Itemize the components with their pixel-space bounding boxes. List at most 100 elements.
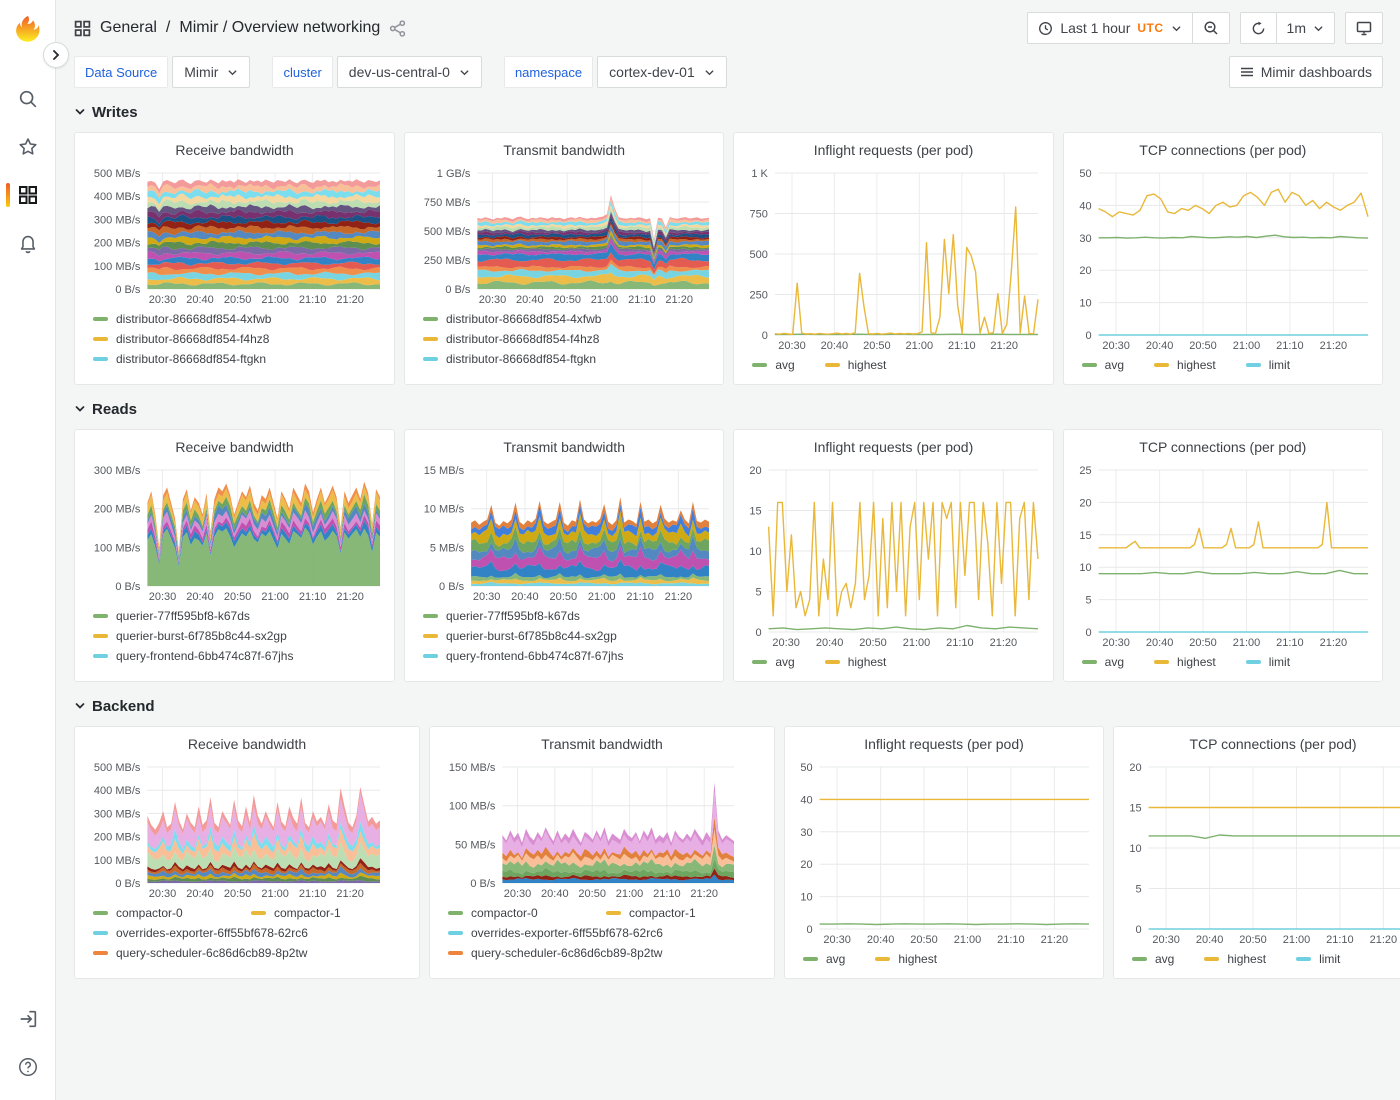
legend-item[interactable]: distributor-86668df854-f4hz8 [423,332,599,346]
expand-sidebar-button[interactable] [43,42,69,68]
legend-row: overrides-exporter-6ff55bf678-62rc6 [93,923,409,943]
legend-item[interactable]: limit [1246,655,1290,669]
sidebar-item-help[interactable] [0,1052,56,1082]
sidebar-item-sign-in[interactable] [0,1004,56,1034]
kiosk-mode-button[interactable] [1345,12,1383,44]
time-series-chart[interactable]: 20:3020:4020:5021:0021:1021:200 B/s5 MB/… [413,461,715,603]
legend-row: compactor-0 compactor-1 [93,903,409,923]
row-header-reads[interactable]: Reads [74,398,1383,420]
legend-item[interactable]: highest [1204,952,1266,966]
legend-item[interactable]: highest [825,655,887,669]
variable-value-cluster[interactable]: dev-us-central-0 [337,56,482,88]
legend-item[interactable]: query-scheduler-6c86d6cb89-8p2tw [93,946,307,960]
panel-title[interactable]: Receive bandwidth [83,139,386,164]
time-series-chart[interactable]: 20:3020:4020:5021:0021:1021:2005101520 [742,461,1044,649]
sidebar-item-dashboards[interactable] [0,180,56,210]
variable-label-datasource[interactable]: Data Source [74,56,168,88]
mimir-dashboards-button[interactable]: Mimir dashboards [1229,56,1383,88]
legend-item[interactable]: avg [1082,655,1124,669]
panel-title[interactable]: TCP connections (per pod) [1122,733,1400,758]
panel-backend-tcp-connections: TCP connections (per pod) 20:3020:4020:5… [1113,726,1400,979]
legend-label: limit [1269,655,1290,669]
legend-swatch [1132,957,1147,961]
svg-text:20:50: 20:50 [860,637,888,649]
legend-item[interactable]: distributor-86668df854-4xfwb [93,312,271,326]
svg-text:21:10: 21:10 [948,340,976,352]
time-series-chart[interactable]: 20:3020:4020:5021:0021:1021:200102030405… [793,758,1095,946]
svg-text:10: 10 [1079,298,1091,310]
legend-item[interactable]: highest [1154,655,1216,669]
legend-item[interactable]: avg [1132,952,1174,966]
time-range-picker[interactable]: Last 1 hour UTC [1027,12,1192,44]
panel-title[interactable]: TCP connections (per pod) [1072,436,1374,461]
panel-title[interactable]: Transmit bandwidth [413,436,715,461]
zoom-out-button[interactable] [1192,12,1230,44]
variable-label-cluster[interactable]: cluster [272,56,332,88]
legend-item[interactable]: compactor-1 [251,906,379,920]
time-series-chart[interactable]: 20:3020:4020:5021:0021:1021:200510152025 [1072,461,1374,649]
panel-title[interactable]: Inflight requests (per pod) [742,139,1044,164]
legend-item[interactable]: compactor-0 [93,906,221,920]
svg-text:15 MB/s: 15 MB/s [424,465,465,477]
sidebar-item-search[interactable] [0,84,56,114]
time-series-chart[interactable]: 20:3020:4020:5021:0021:1021:200 B/s50 MB… [438,758,766,900]
refresh-interval-picker[interactable]: 1m [1276,12,1335,44]
legend-item[interactable]: avg [1082,358,1124,372]
panel-title[interactable]: Transmit bandwidth [413,139,715,164]
breadcrumb-folder[interactable]: General [100,19,157,37]
grafana-logo[interactable] [11,12,45,46]
svg-text:10 MB/s: 10 MB/s [424,504,465,516]
panel-title[interactable]: Inflight requests (per pod) [742,436,1044,461]
legend-item[interactable]: limit [1246,358,1290,372]
variable-value-namespace[interactable]: cortex-dev-01 [597,56,727,88]
legend-item[interactable]: query-scheduler-6c86d6cb89-8p2tw [448,946,662,960]
time-series-chart[interactable]: 20:3020:4020:5021:0021:1021:200 B/s100 M… [83,758,411,900]
time-series-chart[interactable]: 20:3020:4020:5021:0021:1021:2005101520 [1122,758,1400,946]
svg-text:20:50: 20:50 [224,591,252,603]
panel-title[interactable]: Transmit bandwidth [438,733,766,758]
time-series-chart[interactable]: 20:3020:4020:5021:0021:1021:200 B/s100 M… [83,461,386,603]
legend-item[interactable]: compactor-0 [448,906,576,920]
legend-item[interactable]: highest [1154,358,1216,372]
legend-item[interactable]: avg [752,655,794,669]
row-header-backend[interactable]: Backend [74,695,1383,717]
legend-item[interactable]: querier-77ff595bf8-k67ds [423,609,580,623]
legend-item[interactable]: limit [1296,952,1340,966]
legend-row: querier-burst-6f785b8c44-sx2gp [93,626,384,646]
legend-item[interactable]: query-frontend-6bb474c87f-67jhs [93,649,293,663]
legend-item[interactable]: overrides-exporter-6ff55bf678-62rc6 [93,926,308,940]
legend-item[interactable]: query-frontend-6bb474c87f-67jhs [423,649,623,663]
variable-label-namespace[interactable]: namespace [504,56,593,88]
legend-item[interactable]: highest [825,358,887,372]
legend-item[interactable]: distributor-86668df854-ftgkn [423,352,596,366]
legend-item[interactable]: querier-burst-6f785b8c44-sx2gp [423,629,617,643]
legend-item[interactable]: highest [875,952,937,966]
panel-title[interactable]: Receive bandwidth [83,733,411,758]
row-header-writes[interactable]: Writes [74,101,1383,123]
time-series-chart[interactable]: 20:3020:4020:5021:0021:1021:200 B/s100 M… [83,164,386,306]
legend-item[interactable]: distributor-86668df854-ftgkn [93,352,266,366]
sidebar-item-alerting[interactable] [0,228,56,258]
legend-item[interactable]: avg [803,952,845,966]
legend-label: highest [1227,952,1266,966]
time-series-chart[interactable]: 20:3020:4020:5021:0021:1021:200250500750… [742,164,1044,352]
panel-title[interactable]: Receive bandwidth [83,436,386,461]
time-series-chart[interactable]: 20:3020:4020:5021:0021:1021:200102030405… [1072,164,1374,352]
legend-item[interactable]: distributor-86668df854-4xfwb [423,312,601,326]
legend-label: query-frontend-6bb474c87f-67jhs [116,649,293,663]
variable-value-datasource[interactable]: Mimir [172,56,250,88]
time-series-chart[interactable]: 20:3020:4020:5021:0021:1021:200 B/s250 M… [413,164,715,306]
legend-item[interactable]: querier-burst-6f785b8c44-sx2gp [93,629,287,643]
sidebar-item-starred[interactable] [0,132,56,162]
legend-item[interactable]: avg [752,358,794,372]
panel-title[interactable]: TCP connections (per pod) [1072,139,1374,164]
refresh-button[interactable] [1240,12,1277,44]
legend-item[interactable]: overrides-exporter-6ff55bf678-62rc6 [448,926,663,940]
share-icon[interactable] [389,20,406,37]
legend-item[interactable]: querier-77ff595bf8-k67ds [93,609,250,623]
legend-item[interactable]: distributor-86668df854-f4hz8 [93,332,269,346]
panel-title[interactable]: Inflight requests (per pod) [793,733,1095,758]
legend-item[interactable]: compactor-1 [606,906,734,920]
breadcrumb-dashboard-title[interactable]: Mimir / Overview networking [179,19,380,37]
svg-text:20:30: 20:30 [779,340,807,352]
